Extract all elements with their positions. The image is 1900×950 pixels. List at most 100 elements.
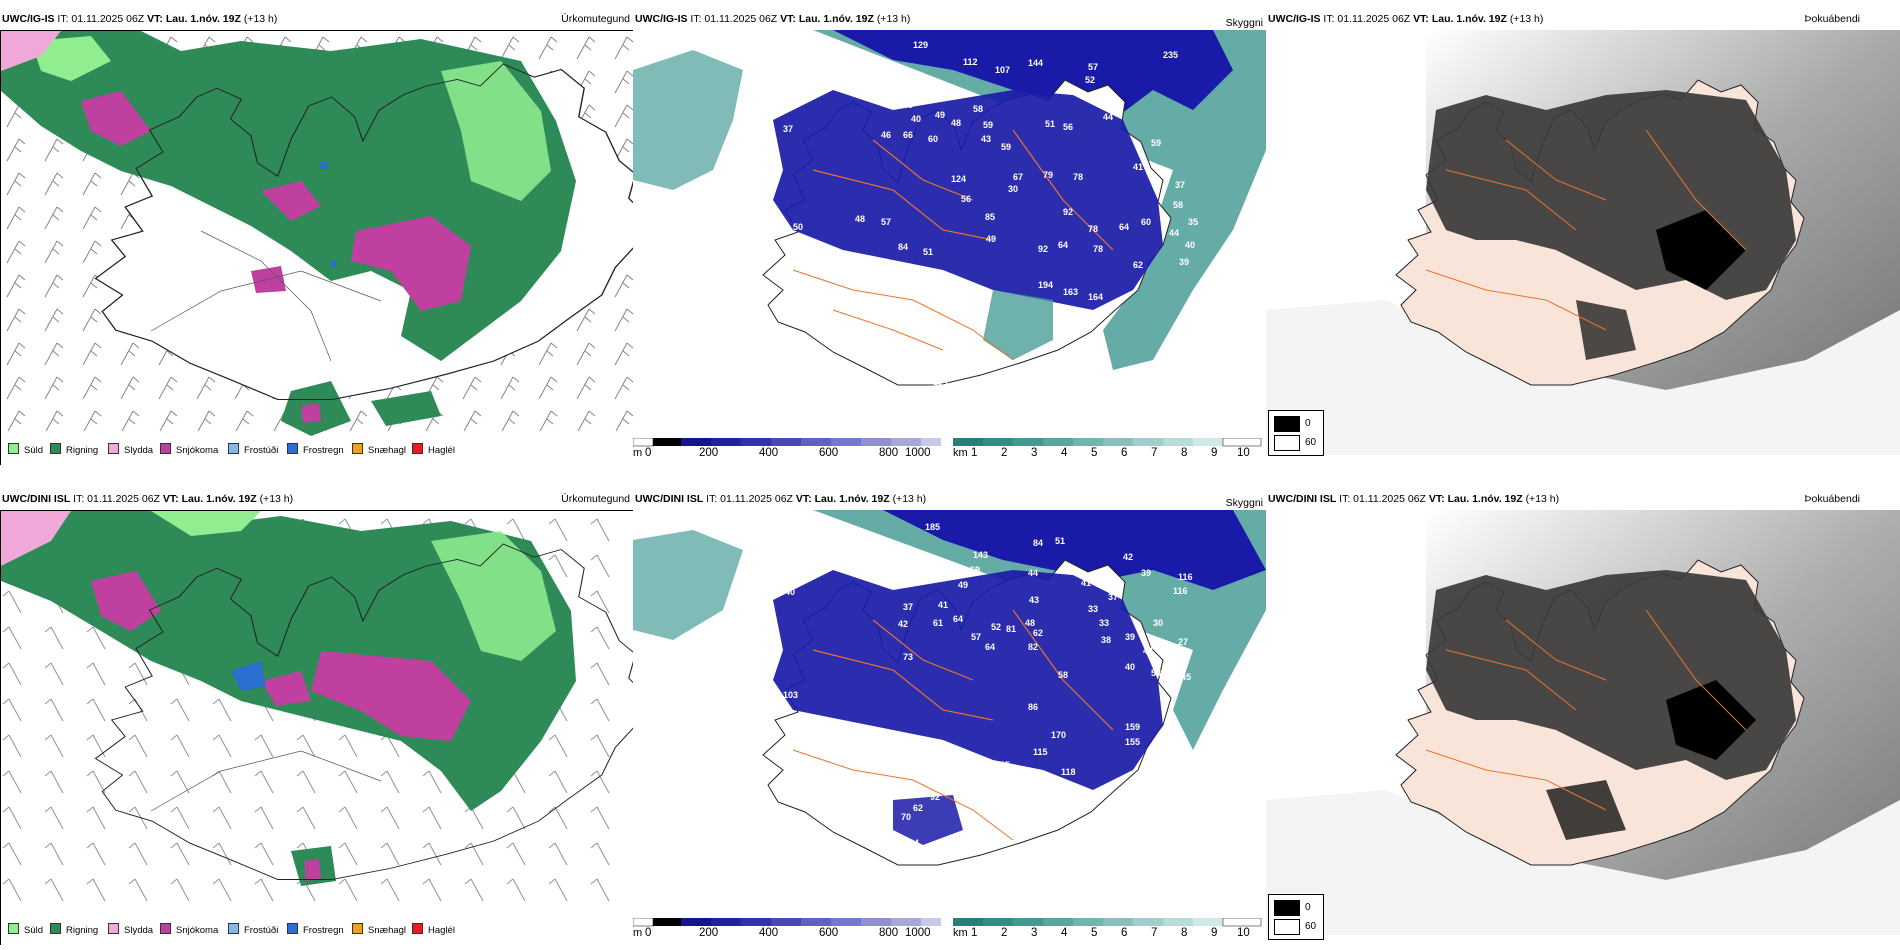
cloud-label: 36 [753, 650, 763, 660]
cloud-label: 115 [1033, 747, 1048, 757]
cloud-label: 79 [1043, 170, 1053, 180]
visibility-tick: 8 [1181, 927, 1188, 939]
cloud-label: 893 [925, 396, 940, 406]
cloud-label: 143 [973, 550, 988, 560]
terrain-unit: m [633, 447, 643, 459]
cloud-label: 92 [1038, 244, 1048, 254]
cloud-label: 78 [1088, 224, 1098, 234]
visibility-colorbar [953, 438, 1262, 447]
legend-item: Frostregn [287, 443, 344, 456]
visibility-tick: 3 [1031, 447, 1038, 459]
terrain-tick: 400 [759, 927, 779, 939]
cloud-label: 406 [923, 412, 938, 422]
precip-map [0, 30, 633, 465]
cloud-label: 40 [785, 587, 795, 597]
terrain-tick: 1000 [905, 927, 931, 939]
cloud-label: 58 [1058, 670, 1068, 680]
terrain-scale: m 0 200 400 600 800 1000 [633, 918, 943, 945]
visibility-colorbar [953, 918, 1262, 927]
cloud-label: 46 [881, 130, 891, 140]
legend-item: Snæhagl [352, 923, 406, 936]
legend-item: Snjókoma [160, 443, 218, 456]
cloud-label: 52 [991, 622, 1001, 632]
cloud-label: 21 [948, 365, 958, 375]
cloud-label: 60 [928, 134, 938, 144]
terrain-tick: 1000 [905, 447, 931, 459]
fog-swatch-dark [1274, 900, 1300, 916]
cloud-label: 61 [933, 618, 943, 628]
cloud-label: 41 [1133, 162, 1143, 172]
cloud-label: 62 [1033, 628, 1043, 638]
cloud-label: 92 [1063, 207, 1073, 217]
fog-panel-row1: UWC/IG-IS IT: 01.11.2025 06Z VT: Lau. 1.… [1266, 10, 1900, 465]
cloud-label: 44 [1103, 112, 1113, 122]
cloud-label: 118 [1061, 767, 1076, 777]
cloud-label: 135 [995, 760, 1010, 770]
cloud-label: 48 [951, 118, 961, 128]
legend-item: Haglél [412, 443, 455, 456]
precip-legend: Súld Rigning Slydda Snjókoma Frostúði Fr… [0, 435, 633, 465]
cloud-label: 62 [913, 803, 923, 813]
cloud-label: 48 [855, 214, 865, 224]
legend-item: Frostúði [228, 923, 278, 936]
cloud-label: 42 [1123, 552, 1133, 562]
terrain-unit: m [633, 927, 643, 939]
cloud-label: 32 [1163, 670, 1173, 680]
terrain-tick: 800 [879, 447, 899, 459]
visibility-tick: 10 [1237, 447, 1250, 459]
cloud-map-svg: 185 135 143 84 51 42 93 185 76 40 43 59 … [633, 510, 1266, 910]
cloud-label: 45 [1181, 672, 1191, 682]
cloud-label: 194 [1038, 280, 1053, 290]
cloud-label: 33 [1088, 604, 1098, 614]
cloud-label: 159 [1125, 722, 1140, 732]
cloud-label: 44 [741, 197, 751, 207]
cloud-label: 51 [923, 247, 933, 257]
precip-map [0, 510, 633, 945]
cloud-label: 42 [898, 619, 908, 629]
cloud-label: 40 [745, 142, 755, 152]
terrain-colorbar [633, 438, 941, 447]
cloud-label: 30 [1153, 618, 1163, 628]
fog-map-svg [1266, 30, 1900, 455]
cloud-label: 59 [983, 120, 993, 130]
cloud-label: 56 [1063, 122, 1073, 132]
cloud-label: 52 [763, 184, 773, 194]
cloud-label: 67 [1013, 172, 1023, 182]
terrain-tick: 0 [645, 927, 652, 939]
cloud-label: 49 [958, 580, 968, 590]
cloud-label: 78 [1093, 244, 1103, 254]
visibility-tick: 7 [1151, 927, 1158, 939]
cloud-label: 103 [783, 690, 798, 700]
visibility-tick: 7 [1151, 447, 1158, 459]
cloud-label: 45 [905, 389, 915, 399]
terrain-scale: m 0 200 400 600 800 1000 [633, 438, 943, 465]
cloud-label: 106 [1183, 307, 1198, 317]
cloud-panel-row1: UWC/IG-IS IT: 01.11.2025 06Z VT: Lau. 1.… [633, 10, 1266, 465]
terrain-tick: 400 [759, 447, 779, 459]
visibility-tick: 6 [1121, 927, 1128, 939]
fog-swatch-dark [1274, 416, 1300, 432]
cloud-label: 112 [963, 57, 978, 67]
cloud-label: 49 [935, 110, 945, 120]
cloud-label: 48 [1025, 618, 1035, 628]
cloud-label: 40 [1185, 240, 1195, 250]
cloud-label: 41 [1081, 578, 1091, 588]
visibility-tick: 5 [1091, 447, 1098, 459]
cloud-label: 84 [898, 242, 908, 252]
fog-legend-label: 0 [1305, 902, 1311, 913]
cloud-label: 43 [1029, 595, 1039, 605]
precip-map-svg [1, 511, 633, 945]
cloud-label: 41 [938, 600, 948, 610]
cloud-label: 30 [1008, 184, 1018, 194]
cloud-label: 45 [751, 172, 761, 182]
legend-item: Súld [8, 443, 43, 456]
precip-panel-row1: UWC/IG-IS IT: 01.11.2025 06Z VT: Lau. 1.… [0, 10, 633, 465]
legend-item: Haglél [412, 923, 455, 936]
cloud-label: 39 [738, 690, 748, 700]
legend-item: Snæhagl [352, 443, 406, 456]
panel-type-title: Þokuábendi [1804, 13, 1860, 25]
cloud-label: 163 [1063, 287, 1078, 297]
fog-swatch-light [1274, 435, 1300, 451]
cloud-label-group: 129 112 107 144 57 52 235 70 37 39 40 49… [701, 40, 1198, 422]
cloud-label: 170 [1051, 730, 1066, 740]
